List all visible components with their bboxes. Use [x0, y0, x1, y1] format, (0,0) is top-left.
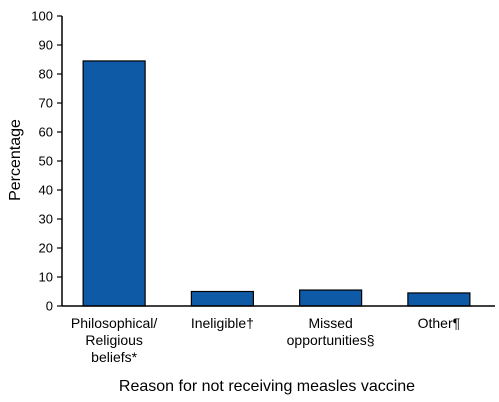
- y-axis-ticks: 0 10 20 30 40 50 60 70 80 90 100: [31, 9, 62, 314]
- x-category-label: Missed opportunities§: [287, 315, 375, 348]
- bar: [299, 289, 363, 307]
- y-tick-label: 70: [39, 96, 53, 111]
- x-category-label: Ineligible†: [191, 315, 254, 331]
- x-category-label: Philosophical/Religious beliefs*: [71, 315, 157, 365]
- bar: [407, 292, 471, 307]
- y-tick-label: 80: [39, 67, 53, 82]
- x-category-label: Other¶: [418, 315, 461, 331]
- y-tick-label: 60: [39, 125, 53, 140]
- y-tick-label: 90: [39, 38, 53, 53]
- y-tick-label: 10: [39, 270, 53, 285]
- y-tick-label: 50: [39, 154, 53, 169]
- y-axis-title: Percentage: [7, 119, 24, 201]
- bars: [82, 60, 471, 307]
- y-tick-label: 20: [39, 241, 53, 256]
- bar: [82, 60, 146, 307]
- x-axis-category-labels: Philosophical/Religious beliefs* Ineligibl…: [71, 315, 460, 365]
- bar: [190, 290, 254, 307]
- y-tick-label: 40: [39, 183, 53, 198]
- y-tick-label: 0: [46, 299, 53, 314]
- x-axis-title: Reason for not receiving measles vaccine: [119, 378, 415, 395]
- y-tick-label: 100: [31, 9, 53, 24]
- y-tick-label: 30: [39, 212, 53, 227]
